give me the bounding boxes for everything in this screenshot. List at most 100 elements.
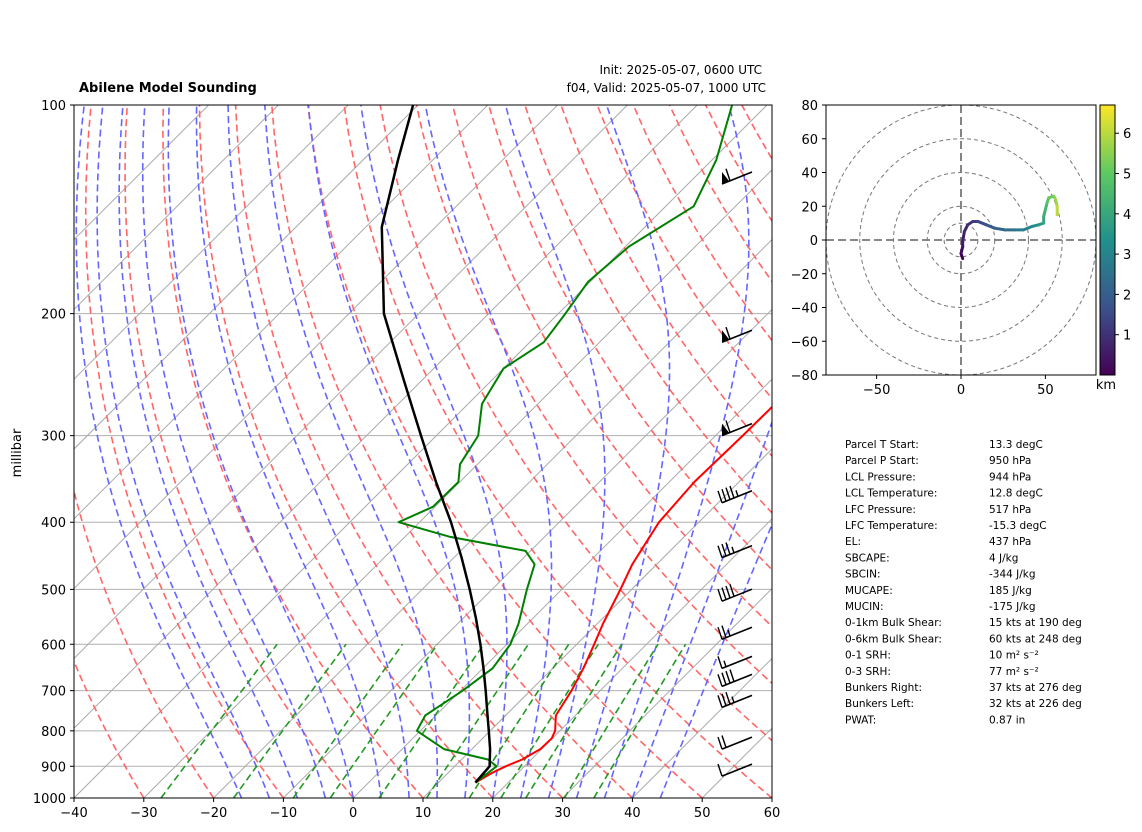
isotherm-line xyxy=(771,797,772,798)
x-tick-label: −10 xyxy=(270,806,297,821)
moist-adiabat xyxy=(96,105,271,798)
isotherm-line xyxy=(213,238,772,798)
x-tick-label: 0 xyxy=(349,806,357,821)
dry-adiabat xyxy=(234,105,564,798)
wind-barb xyxy=(717,691,753,709)
wind-barb-staff xyxy=(721,422,753,437)
stat-label: EL: xyxy=(845,536,861,548)
dry-adiabat xyxy=(596,105,772,400)
dry-adiabat xyxy=(74,487,215,798)
isotherm-line xyxy=(74,105,698,729)
wind-barb-feather xyxy=(717,626,723,640)
moist-adiabat xyxy=(75,105,243,798)
hodograph-segment xyxy=(976,219,988,227)
mixing-ratio-line xyxy=(525,643,623,798)
wind-barb-staff xyxy=(721,626,753,640)
dry-adiabat xyxy=(84,105,285,798)
dry-adiabat xyxy=(379,105,772,742)
colorbar-tick-label: 2 xyxy=(1123,288,1131,303)
hodo-y-tick-label: −40 xyxy=(791,302,818,317)
wind-barb-feather xyxy=(725,691,731,705)
wind-barb-feather xyxy=(725,326,731,340)
wind-barb-feather xyxy=(725,670,731,684)
dry-adiabat xyxy=(524,105,772,515)
x-tick-label: −30 xyxy=(130,806,157,821)
x-tick-label: 10 xyxy=(415,806,432,821)
y-tick-label: 700 xyxy=(41,685,66,700)
y-tick-label: 900 xyxy=(41,760,66,775)
dry-adiabat xyxy=(343,105,772,798)
hodograph-segment xyxy=(1021,225,1034,232)
x-tick-label: −20 xyxy=(200,806,227,821)
isotherm-line xyxy=(632,657,772,798)
parcel-profile xyxy=(380,105,492,784)
hodo-x-tick-label: 0 xyxy=(957,383,965,398)
wind-barb-feather xyxy=(717,545,723,558)
hodograph-ring xyxy=(859,138,1063,342)
valid-time: f04, Valid: 2025-05-07, 1000 UTC xyxy=(567,81,766,95)
dewpoint-profile xyxy=(397,105,734,784)
mixing-ratio-line xyxy=(563,643,659,798)
stat-label: 0-6km Bulk Shear: xyxy=(845,633,942,645)
dry-adiabat xyxy=(560,105,772,458)
wind-barb-feather xyxy=(717,490,723,504)
colorbar-tick-label: 6 xyxy=(1123,127,1131,142)
isotherm-line xyxy=(74,105,209,241)
y-tick-label: 500 xyxy=(41,583,66,598)
moist-adiabat xyxy=(307,105,471,798)
dry-adiabat xyxy=(668,105,772,283)
dry-adiabat xyxy=(271,105,633,798)
moist-adiabat xyxy=(227,105,410,798)
hodograph-panel: −50 0 50 80 60 40 20 0 −20 −40 −60 −80 1 2 3 4 5 6 km xyxy=(791,99,1132,398)
hodo-y-tick-label: 60 xyxy=(801,133,818,148)
sounding-stats-table: Parcel T Start: 13.3 degC Parcel P Start: 9… xyxy=(845,439,1082,726)
mixing-ratio-line xyxy=(500,643,599,798)
wind-barb-staff xyxy=(721,544,753,559)
dry-adiabat xyxy=(74,659,145,798)
wind-barb-feather xyxy=(721,625,727,638)
hodograph-rings xyxy=(826,105,1096,375)
stat-value: 10 m² s⁻² xyxy=(989,650,1039,662)
isotherm-line xyxy=(74,105,279,311)
wind-barb-feather xyxy=(721,543,727,557)
x-tick-label: 40 xyxy=(624,806,641,821)
colorbar-tick-label: 3 xyxy=(1123,248,1131,263)
wind-barb-feather xyxy=(729,485,735,499)
wind-barb xyxy=(721,420,753,437)
y-tick-label: 800 xyxy=(41,725,66,740)
hodo-x-tick-label: 50 xyxy=(1037,383,1054,398)
wind-barb-staff xyxy=(721,673,753,688)
hodo-y-tick-label: 20 xyxy=(801,200,818,215)
wind-barb-feather xyxy=(721,488,727,502)
stat-label: 0-1km Bulk Shear: xyxy=(845,617,942,629)
isotherm-line xyxy=(74,105,628,660)
mixing-ratio-line xyxy=(160,643,278,798)
wind-barb xyxy=(717,655,753,670)
wind-barb-feather xyxy=(725,168,731,181)
wind-barb xyxy=(717,735,753,750)
hodograph-segment xyxy=(984,223,997,230)
wind-barb-feather xyxy=(725,487,731,500)
stat-label: SBCIN: xyxy=(845,569,881,581)
stat-label: Bunkers Left: xyxy=(845,698,914,710)
dry-adiabat xyxy=(632,105,772,342)
x-tick-label: 50 xyxy=(694,806,711,821)
y-tick-label: 400 xyxy=(41,516,66,531)
wind-barb-feather xyxy=(729,669,735,682)
isotherm-line xyxy=(74,105,489,520)
wind-barb xyxy=(721,326,753,344)
wind-barb xyxy=(717,542,753,559)
wind-barb-staff xyxy=(721,763,753,777)
x-tick-label: 60 xyxy=(764,806,781,821)
y-tick-label: 1000 xyxy=(33,792,66,807)
stat-value: 4 J/kg xyxy=(989,552,1018,564)
hodo-y-tick-label: 40 xyxy=(801,167,818,182)
wind-barb-staff xyxy=(721,588,753,602)
x-tick-label: −40 xyxy=(60,806,87,821)
stat-label: LCL Temperature: xyxy=(845,488,937,500)
wind-barb-half-feather xyxy=(727,629,731,637)
dry-adiabat xyxy=(814,105,1142,798)
plot-title: Abilene Model Sounding xyxy=(79,81,257,96)
wind-barb-staff xyxy=(721,329,753,344)
